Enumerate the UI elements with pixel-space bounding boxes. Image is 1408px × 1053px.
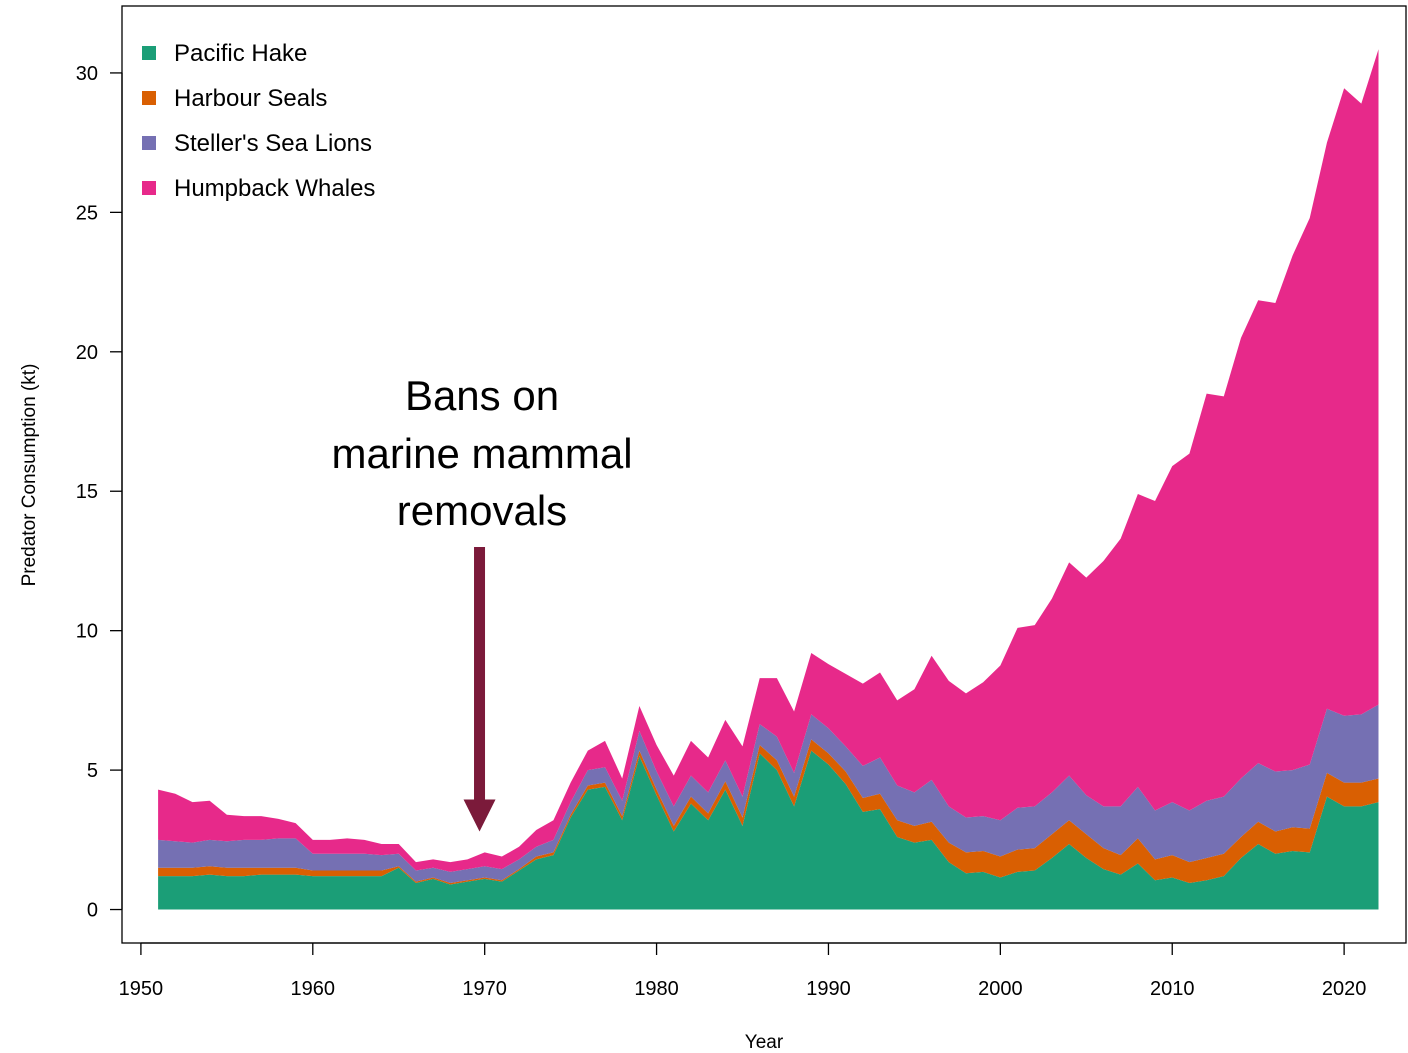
legend-swatch bbox=[142, 91, 156, 105]
annotation-line-1: Bans on bbox=[405, 372, 559, 419]
x-tick-label: 2010 bbox=[1150, 978, 1195, 1000]
area-series-group bbox=[158, 49, 1379, 910]
annotation-line-2: marine mammal bbox=[331, 430, 632, 477]
y-tick-label: 10 bbox=[76, 621, 98, 643]
area-series-humpback-whales bbox=[158, 49, 1379, 872]
x-tick-label: 2000 bbox=[978, 978, 1023, 1000]
x-tick-label: 1990 bbox=[806, 978, 851, 1000]
arrow-head bbox=[463, 799, 496, 832]
x-tick-label: 2020 bbox=[1322, 978, 1367, 1000]
y-tick-label: 20 bbox=[76, 342, 98, 364]
x-axis: 1950 1960 1970 1980 1990 2000 2010 2020 bbox=[119, 942, 1367, 1000]
x-tick-label: 1960 bbox=[291, 978, 336, 1000]
area-series-harbour-seals bbox=[158, 739, 1379, 885]
legend-label: Pacific Hake bbox=[174, 40, 307, 67]
x-axis-title: Year bbox=[745, 1032, 784, 1053]
y-axis: 0 5 10 15 20 25 30 bbox=[76, 63, 123, 922]
y-axis-title: Predator Consumption (kt) bbox=[19, 364, 40, 587]
annotation-line-3: removals bbox=[397, 487, 567, 534]
y-tick-label: 5 bbox=[87, 760, 98, 782]
x-tick-label: 1970 bbox=[462, 978, 507, 1000]
y-tick-label: 15 bbox=[76, 481, 98, 503]
annotation: Bans on marine mammal removals bbox=[331, 372, 633, 832]
legend-swatch bbox=[142, 181, 156, 195]
annotation-arrow bbox=[463, 547, 496, 832]
legend: Pacific Hake Harbour Seals Steller's Sea L… bbox=[142, 40, 375, 202]
x-tick-label: 1950 bbox=[119, 978, 164, 1000]
legend-label: Harbour Seals bbox=[174, 85, 327, 112]
arrow-shaft bbox=[474, 547, 486, 801]
y-tick-label: 30 bbox=[76, 63, 98, 85]
y-tick-label: 25 bbox=[76, 202, 98, 224]
legend-swatch bbox=[142, 136, 156, 150]
area-series-pacific-hake bbox=[158, 750, 1379, 910]
y-tick-label: 0 bbox=[87, 900, 98, 922]
legend-swatch bbox=[142, 46, 156, 60]
area-series-steller-s-sea-lions bbox=[158, 704, 1379, 884]
x-tick-label: 1980 bbox=[634, 978, 679, 1000]
legend-label: Steller's Sea Lions bbox=[174, 130, 372, 157]
legend-label: Humpback Whales bbox=[174, 175, 375, 202]
